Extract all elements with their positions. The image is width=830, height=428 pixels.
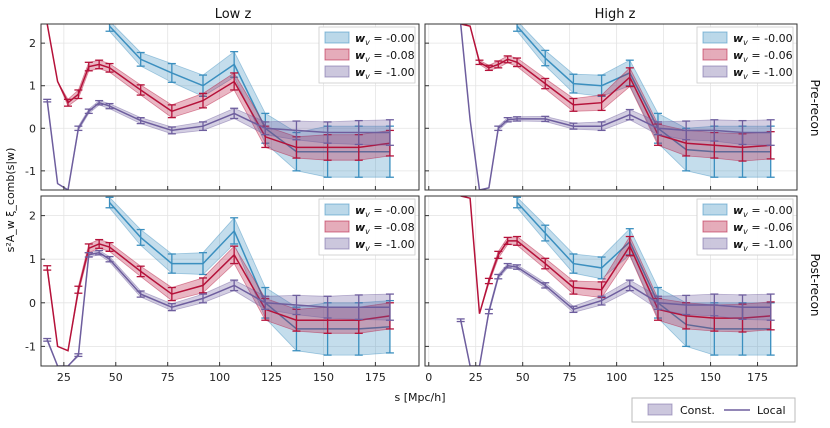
x-tick-label: 150 (313, 371, 334, 384)
x-tick-label: 175 (365, 371, 386, 384)
panel-legend: wv = -0.00 wv = -0.06 wv = -1.00 (696, 198, 794, 256)
panel-frame (40, 23, 420, 191)
panel-legend: wv = -0.00 wv = -0.06 wv = -1.00 (696, 26, 794, 84)
line-purple (46, 100, 390, 190)
line-red (46, 24, 391, 149)
panel-plot-area (43, 24, 394, 190)
y-tick-label: -1 (25, 165, 36, 178)
panel-legend: wv = -0.00 wv = -0.08 wv = -1.00 (318, 198, 416, 256)
legend-entry-purple: wv = -1.00 (355, 66, 415, 81)
x-tick-label: 75 (161, 371, 175, 384)
legend-entry-blue: wv = -0.00 (355, 204, 415, 219)
y-tick-label: 0 (29, 122, 36, 135)
x-tick-label: 175 (747, 371, 768, 384)
const-legend-label: Const. (680, 404, 715, 417)
panel-plot-area (43, 196, 394, 366)
y-tick-label: 1 (29, 253, 36, 266)
legend-entry-purple: wv = -1.00 (355, 238, 415, 253)
panel-legend-frame (696, 26, 794, 84)
legend-entry-red: wv = -0.06 (733, 49, 793, 64)
x-tick-label: 25 (57, 371, 71, 384)
panel-frame (424, 195, 798, 367)
line-purple (459, 264, 771, 366)
line-blue (108, 202, 390, 330)
y-axis-label: s²A_w ξ_comb(s|w) (4, 148, 17, 253)
bottom-legend: Const. Local (631, 397, 796, 423)
x-tick-label: 75 (563, 371, 577, 384)
legend-swatch-blue (702, 31, 728, 44)
legend-entry-red: wv = -0.08 (355, 49, 415, 64)
x-tick-label: 125 (261, 371, 282, 384)
line-purple (459, 24, 771, 190)
panel-legend-frame (318, 198, 416, 256)
legend-swatch-red (702, 48, 728, 61)
x-tick-label: 125 (653, 371, 674, 384)
x-tick-label: 50 (109, 371, 123, 384)
legend-swatch-red (324, 220, 350, 233)
panel-legend: wv = -0.00 wv = -0.08 wv = -1.00 (318, 26, 416, 84)
panel-high-pre: wv = -0.00 wv = -0.06 wv = -1.00 (424, 23, 798, 191)
y-tick-label: -1 (25, 340, 36, 353)
x-tick-label: 100 (209, 371, 230, 384)
legend-swatch-purple (324, 65, 350, 78)
legend-swatch-purple (702, 65, 728, 78)
line-purple (46, 251, 390, 366)
row-label-pre-recon: Pre-recon (808, 79, 822, 136)
column-title-high-z: High z (595, 7, 636, 22)
legend-swatch-red (702, 220, 728, 233)
line-blue (108, 25, 390, 153)
legend-entry-blue: wv = -0.00 (733, 32, 793, 47)
x-tick-label: 100 (606, 371, 627, 384)
legend-entry-red: wv = -0.08 (355, 221, 415, 236)
bottom-legend-frame (631, 397, 796, 423)
y-tick-label: 0 (29, 297, 36, 310)
legend-swatch-blue (324, 203, 350, 216)
panel-frame (424, 23, 798, 191)
line-red (460, 196, 771, 319)
legend-entry-blue: wv = -0.00 (355, 32, 415, 47)
panel-frame (40, 195, 420, 367)
panel-legend-frame (696, 198, 794, 256)
x-tick-label: 50 (516, 371, 530, 384)
line-red (460, 24, 771, 149)
legend-entry-blue: wv = -0.00 (733, 204, 793, 219)
const-band-swatch (647, 403, 673, 416)
legend-swatch-purple (324, 237, 350, 250)
x-tick-label: 0 (425, 371, 432, 384)
row-label-post-recon: Post-recon (808, 253, 822, 316)
legend-entry-red: wv = -0.06 (733, 221, 793, 236)
x-axis-label: s [Mpc/h] (394, 391, 445, 404)
legend-swatch-blue (324, 31, 350, 44)
line-blue (516, 25, 771, 153)
panel-low-pre: -1 0 1 2 wv = -0.00 wv = -0.08 wv = -1.00 (25, 23, 420, 191)
local-legend-label: Local (757, 404, 786, 417)
x-tick-label: 150 (700, 371, 721, 384)
legend-entry-purple: wv = -1.00 (733, 238, 793, 253)
y-tick-label: 2 (29, 37, 36, 50)
legend-swatch-purple (702, 237, 728, 250)
panel-legend-frame (318, 26, 416, 84)
legend-swatch-red (324, 48, 350, 61)
panel-plot-area (456, 196, 775, 366)
line-red (46, 243, 391, 352)
legend-swatch-blue (702, 203, 728, 216)
line-blue (516, 201, 771, 330)
y-tick-label: 2 (29, 210, 36, 223)
legend-entry-purple: wv = -1.00 (733, 66, 793, 81)
x-tick-label: 25 (469, 371, 483, 384)
panel-plot-area (459, 24, 775, 190)
column-title-low-z: Low z (215, 7, 252, 22)
y-tick-label: 1 (29, 80, 36, 93)
